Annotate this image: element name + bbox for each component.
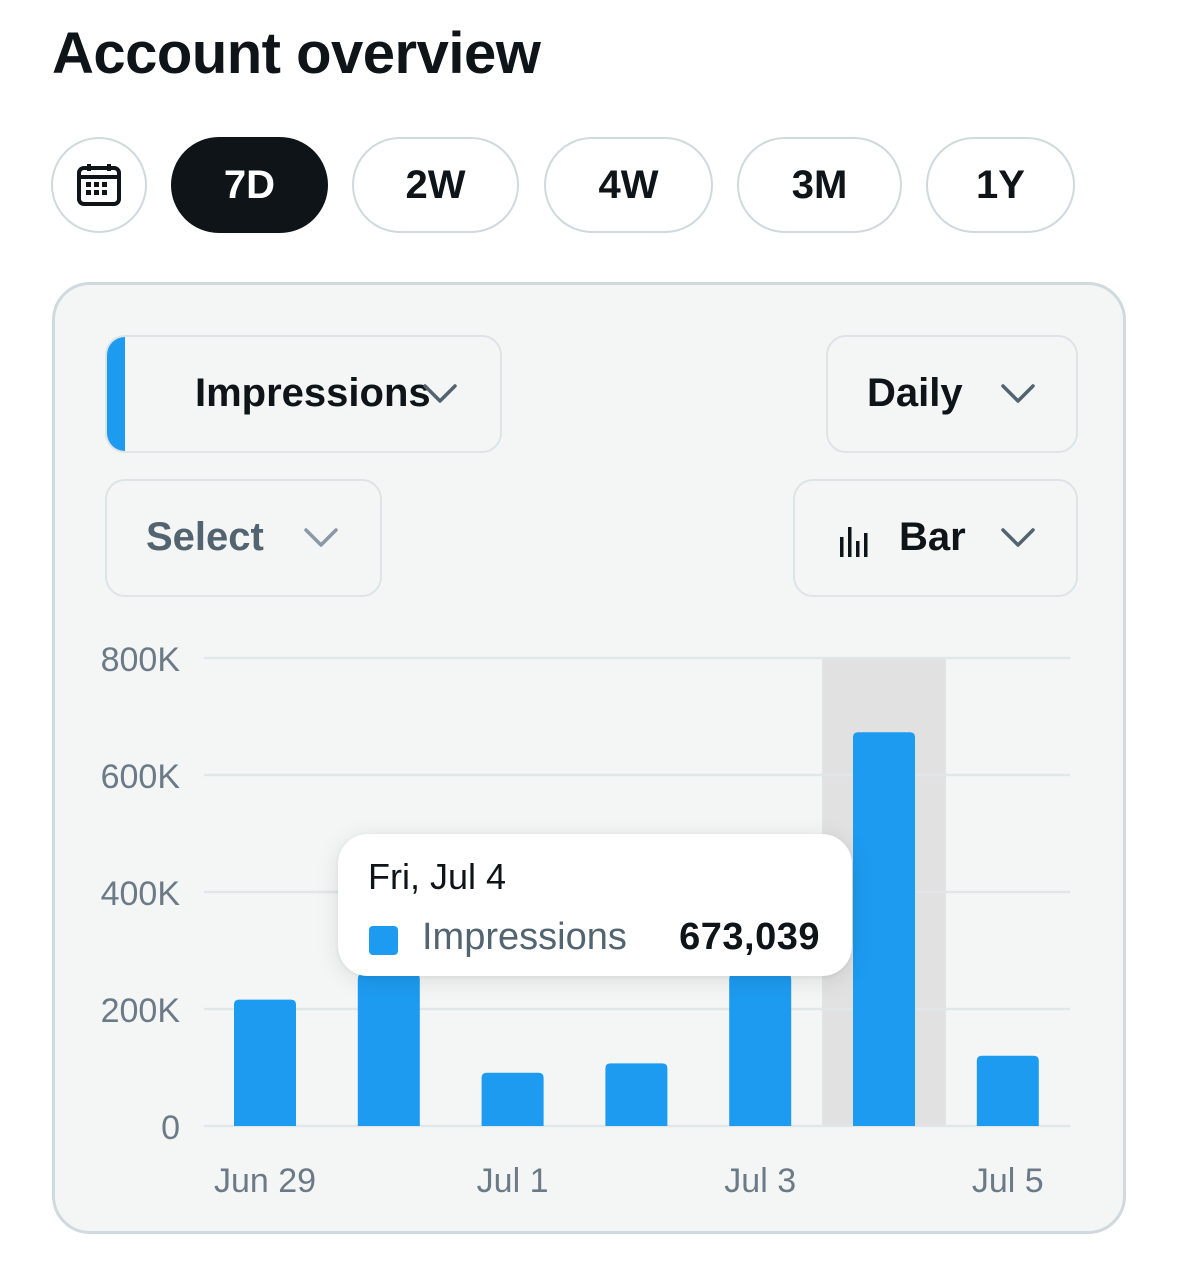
range-4w-button[interactable]: 4W <box>544 137 713 233</box>
range-7d-button[interactable]: 7D <box>171 137 328 233</box>
y-tick-label: 200K <box>101 992 181 1030</box>
metric-dropdown-label: Impressions <box>195 371 431 415</box>
bar <box>605 1063 668 1126</box>
y-tick-label: 0 <box>161 1109 180 1147</box>
tooltip-date: Fri, Jul 4 <box>368 856 507 897</box>
y-tick-label: 800K <box>101 641 181 679</box>
x-tick-label: Jun 29 <box>214 1162 316 1200</box>
range-3m-button[interactable]: 3M <box>737 137 902 233</box>
bar <box>976 1055 1039 1126</box>
analytics-card: Impressions Daily Select Bar <box>52 282 1126 1234</box>
bar <box>853 732 915 1126</box>
chevron-down-icon <box>423 384 457 403</box>
page-title: Account overview <box>52 21 541 86</box>
bar <box>234 999 296 1126</box>
compare-dropdown[interactable]: Select <box>105 479 382 597</box>
bar <box>481 1072 544 1126</box>
chevron-down-icon <box>1001 528 1035 547</box>
range-1y-button[interactable]: 1Y <box>926 137 1075 233</box>
x-tick-label: Jul 5 <box>972 1162 1044 1200</box>
chevron-down-icon <box>304 528 338 547</box>
y-tick-label: 400K <box>101 875 181 913</box>
calendar-icon <box>77 164 121 206</box>
chevron-down-icon <box>1001 384 1035 403</box>
bar-chart-icon <box>840 527 868 557</box>
bar <box>357 973 420 1126</box>
tooltip-series-label: Impressions <box>422 916 627 958</box>
chart-tooltip: Fri, Jul 4 Impressions 673,039 <box>338 834 852 976</box>
date-picker-button[interactable] <box>51 137 147 233</box>
metric-dropdown[interactable]: Impressions <box>105 335 502 453</box>
bar <box>729 973 792 1126</box>
x-tick-label: Jul 3 <box>724 1162 796 1200</box>
metric-accent <box>107 337 125 451</box>
interval-dropdown[interactable]: Daily <box>826 335 1078 453</box>
y-tick-label: 600K <box>101 758 181 796</box>
x-tick-label: Jul 1 <box>477 1162 549 1200</box>
interval-dropdown-label: Daily <box>867 371 963 415</box>
tooltip-value: 673,039 <box>679 916 820 958</box>
range-2w-button[interactable]: 2W <box>352 137 519 233</box>
chart-type-dropdown[interactable]: Bar <box>793 479 1078 597</box>
tooltip-series-swatch <box>369 926 398 955</box>
compare-dropdown-label: Select <box>146 515 264 559</box>
chart-type-dropdown-label: Bar <box>899 515 966 559</box>
